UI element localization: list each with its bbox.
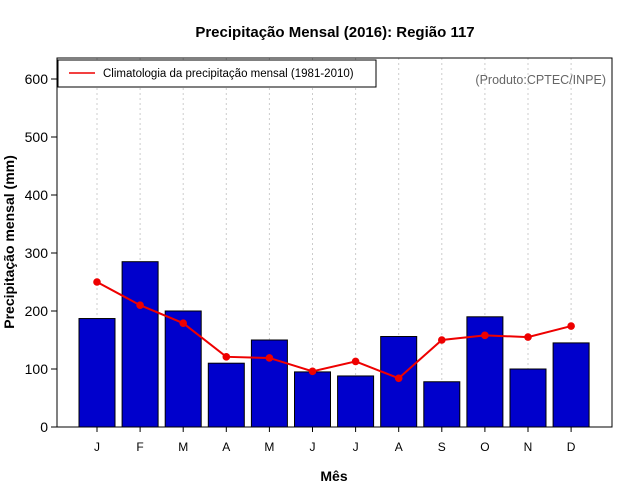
x-tick-label: O <box>480 440 489 454</box>
x-tick-label: M <box>178 440 188 454</box>
bar-j-6 <box>294 371 331 428</box>
x-axis-label: Mês <box>320 468 347 484</box>
bar-j-1 <box>78 318 116 428</box>
bar-s-9 <box>423 381 461 428</box>
climatology-point <box>136 301 144 310</box>
climatology-point <box>93 278 101 286</box>
bar-m-5 <box>250 339 288 428</box>
credit-text: (Produto:CPTEC/INPE) <box>475 73 606 87</box>
x-tick-label: D <box>567 440 576 454</box>
bar-m-3 <box>164 310 202 428</box>
x-tick-label: N <box>524 440 533 454</box>
climatology-point <box>524 333 532 341</box>
legend-entry: Climatologia da precipitação mensal (198… <box>103 68 354 80</box>
x-tick-label: M <box>264 440 274 454</box>
y-tick-label: 500 <box>25 129 49 145</box>
climatology-point <box>179 319 187 327</box>
bar-j-7 <box>337 375 375 428</box>
bar-d-12 <box>552 342 590 428</box>
legend: Climatologia da precipitação mensal (198… <box>57 59 377 88</box>
bar-a-4 <box>207 362 245 428</box>
y-tick-label: 0 <box>40 419 48 435</box>
climatology-point <box>438 336 446 344</box>
climatology-point <box>351 357 360 366</box>
climatology-point <box>481 331 489 340</box>
y-axis-label: Precipitação mensal (mm) <box>1 155 17 329</box>
chart-title: Precipitação Mensal (2016): Região 117 <box>195 24 474 41</box>
bar-series <box>78 261 590 428</box>
y-axis: 0 100 200 300 400 500 600 <box>25 71 58 435</box>
x-tick-label: J <box>353 440 359 454</box>
y-tick-label: 300 <box>25 245 49 261</box>
bar-n-11 <box>509 368 547 428</box>
x-tick-label: S <box>438 440 446 454</box>
x-tick-label: A <box>395 440 403 454</box>
x-tick-label: F <box>136 440 143 454</box>
climatology-point <box>265 354 274 362</box>
bar-f-2 <box>121 261 159 428</box>
climatology-line <box>96 281 572 380</box>
y-tick-label: 600 <box>25 71 49 87</box>
climatology-series <box>93 278 575 383</box>
y-tick-label: 400 <box>25 187 49 203</box>
climatology-point <box>308 367 317 376</box>
legend-box <box>57 59 377 88</box>
x-tick-label: A <box>222 440 230 454</box>
climatology-point <box>222 353 231 361</box>
x-tick-label: J <box>310 440 316 454</box>
grid-lines <box>96 58 572 427</box>
y-tick-label: 100 <box>25 361 49 377</box>
climatology-point <box>394 374 403 383</box>
y-tick-label: 200 <box>25 303 49 319</box>
x-tick-label: J <box>94 440 100 454</box>
climatology-point <box>567 322 575 330</box>
